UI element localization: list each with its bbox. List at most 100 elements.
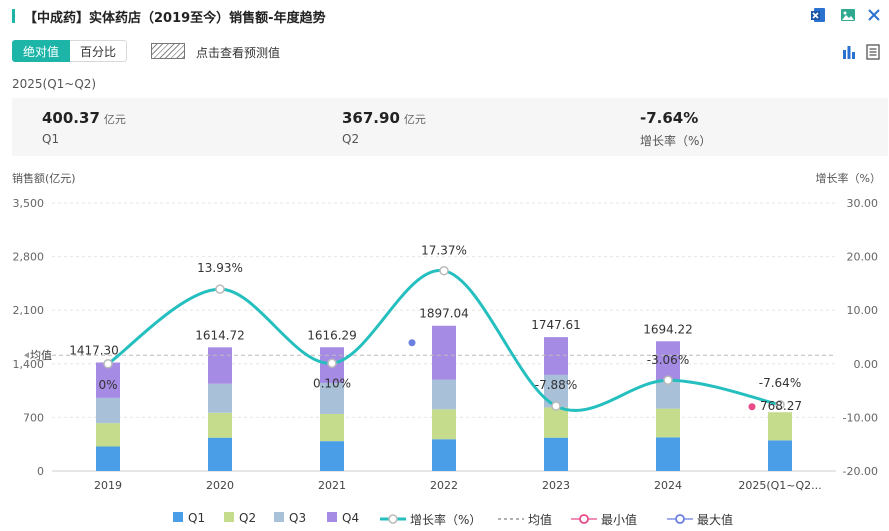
bar-q1-2022 [432, 439, 456, 471]
legend-swatch-icon [274, 512, 284, 522]
legend-label: 增长率（%） [410, 513, 482, 527]
bar-q2-2021 [320, 413, 344, 442]
chart-legend: Q1 Q2 Q3 Q4 增长率（%） 均值 最小值 最大值 [0, 511, 889, 529]
legend-swatch-icon [380, 514, 406, 524]
bar-q1-2020 [208, 437, 232, 471]
right-axis-tick: 30.00 [847, 197, 879, 210]
tab-absolute[interactable]: 绝对值 [12, 40, 71, 62]
legend-label: 均值 [528, 513, 553, 527]
legend-item-7[interactable]: 最大值 [667, 511, 733, 529]
bar-q1-2024 [656, 437, 680, 471]
bar-q2-2023 [544, 407, 568, 438]
view-mode-tabs: 绝对值 百分比 [12, 40, 128, 62]
bar-q2-2022 [432, 409, 456, 440]
bar-q3-2020 [208, 383, 232, 413]
table-view-icon[interactable] [866, 44, 880, 60]
bar-q3-2019 [96, 397, 120, 424]
growth-rate-point [663, 375, 673, 385]
growth-rate-label: -3.06% [647, 353, 689, 367]
bar-q2-2020 [208, 412, 232, 438]
legend-item-6[interactable]: 最小值 [571, 511, 637, 529]
right-axis-tick: -10.00 [843, 411, 878, 424]
left-axis-tick: 2,100 [13, 304, 45, 317]
bar-q2-2024 [656, 408, 680, 438]
x-axis-tick: 2023 [542, 479, 570, 492]
bar-total-label: 1616.29 [307, 328, 357, 342]
bar-chart-icon[interactable] [842, 44, 856, 60]
tab-percentage[interactable]: 百分比 [70, 40, 128, 62]
growth-rate-label: -7.88% [535, 378, 577, 392]
growth-rate-label: 17.37% [421, 244, 467, 258]
bar-total-label: 1694.22 [643, 322, 693, 336]
growth-rate-label: -7.64% [759, 376, 801, 390]
min-value-marker [748, 403, 756, 411]
growth-rate-label: 0% [98, 378, 117, 392]
bar-q1-2019 [96, 446, 120, 471]
bar-q3-2022 [432, 379, 456, 410]
chart-title: 【中成药】实体药店（2019至今）销售额-年度趋势 [24, 11, 326, 26]
bar-q1-2021 [320, 441, 344, 471]
legend-item-0[interactable]: Q1 [172, 511, 205, 529]
close-icon[interactable] [866, 7, 882, 23]
x-axis-tick: 2024 [654, 479, 682, 492]
bar-total-label: 1897.04 [419, 307, 469, 321]
legend-label: Q3 [289, 511, 307, 525]
period-label: 2025(Q1~Q2) [12, 77, 97, 91]
legend-item-4[interactable]: 增长率（%） [380, 511, 481, 529]
left-axis-tick: 0 [37, 465, 44, 478]
bar-total-label: 768.27 [760, 399, 802, 413]
left-axis-tick: 3,500 [13, 197, 45, 210]
right-axis-title: 增长率（%） [815, 172, 881, 185]
summary-panel: 400.37 亿元 Q1 367.90 亿元 Q2 -7.64% 增长率（%） [12, 98, 888, 156]
average-label: 均值 [30, 349, 52, 362]
right-axis-tick: 20.00 [847, 251, 879, 264]
right-axis-tick: 0.00 [854, 358, 879, 371]
legend-swatch-icon [571, 514, 597, 524]
growth-rate-point [439, 265, 449, 276]
x-axis-tick: 2025(Q1~Q2... [738, 479, 821, 492]
growth-rate-point [775, 400, 785, 410]
right-axis-tick: 10.00 [847, 304, 879, 317]
excel-export-icon[interactable] [810, 7, 826, 23]
legend-item-3[interactable]: Q4 [326, 511, 359, 529]
legend-swatch-icon [498, 518, 524, 520]
growth-rate-point [103, 359, 113, 369]
x-axis-tick: 2020 [206, 479, 234, 492]
legend-swatch-icon [667, 514, 693, 524]
left-axis-tick: 2,800 [13, 251, 45, 264]
left-axis-tick: 700 [23, 411, 44, 424]
left-axis-title: 销售额(亿元) [12, 172, 76, 185]
bar-total-label: 1747.61 [531, 318, 581, 332]
legend-label: 最小值 [601, 513, 638, 527]
legend-label: Q4 [342, 511, 360, 525]
legend-item-5[interactable]: 均值 [498, 511, 552, 529]
growth-rate-label: 13.93% [197, 261, 243, 275]
forecast-toggle-swatch[interactable] [151, 43, 185, 59]
bar-q3-2024 [656, 382, 680, 409]
legend-swatch-icon [327, 512, 337, 522]
bar-q3-2021 [320, 382, 344, 414]
average-marker-icon [24, 352, 29, 359]
summary-stat-q2: 367.90 亿元 Q2 [342, 109, 426, 146]
legend-item-2[interactable]: Q3 [273, 511, 306, 529]
legend-swatch-icon [224, 512, 234, 522]
left-axis-tick: 1,400 [13, 358, 45, 371]
legend-item-1[interactable]: Q2 [223, 511, 256, 529]
growth-rate-point [551, 401, 561, 411]
x-axis-tick: 2021 [318, 479, 346, 492]
bar-q2-2019 [96, 423, 120, 447]
growth-rate-point [327, 358, 337, 369]
bar-q1-2025Q1Q2 [768, 440, 792, 471]
bar-total-label: 1614.72 [195, 328, 245, 342]
legend-label: Q2 [239, 511, 257, 525]
bar-q4-2023 [544, 337, 568, 375]
legend-label: Q1 [188, 511, 206, 525]
title-accent-bar [12, 9, 15, 23]
image-export-icon[interactable] [840, 7, 856, 23]
max-value-marker [408, 339, 416, 347]
x-axis-tick: 2022 [430, 479, 458, 492]
summary-stat-growth: -7.64% 增长率（%） [640, 109, 712, 148]
bar-q1-2023 [544, 437, 568, 471]
forecast-toggle-label[interactable]: 点击查看预测值 [196, 46, 281, 60]
